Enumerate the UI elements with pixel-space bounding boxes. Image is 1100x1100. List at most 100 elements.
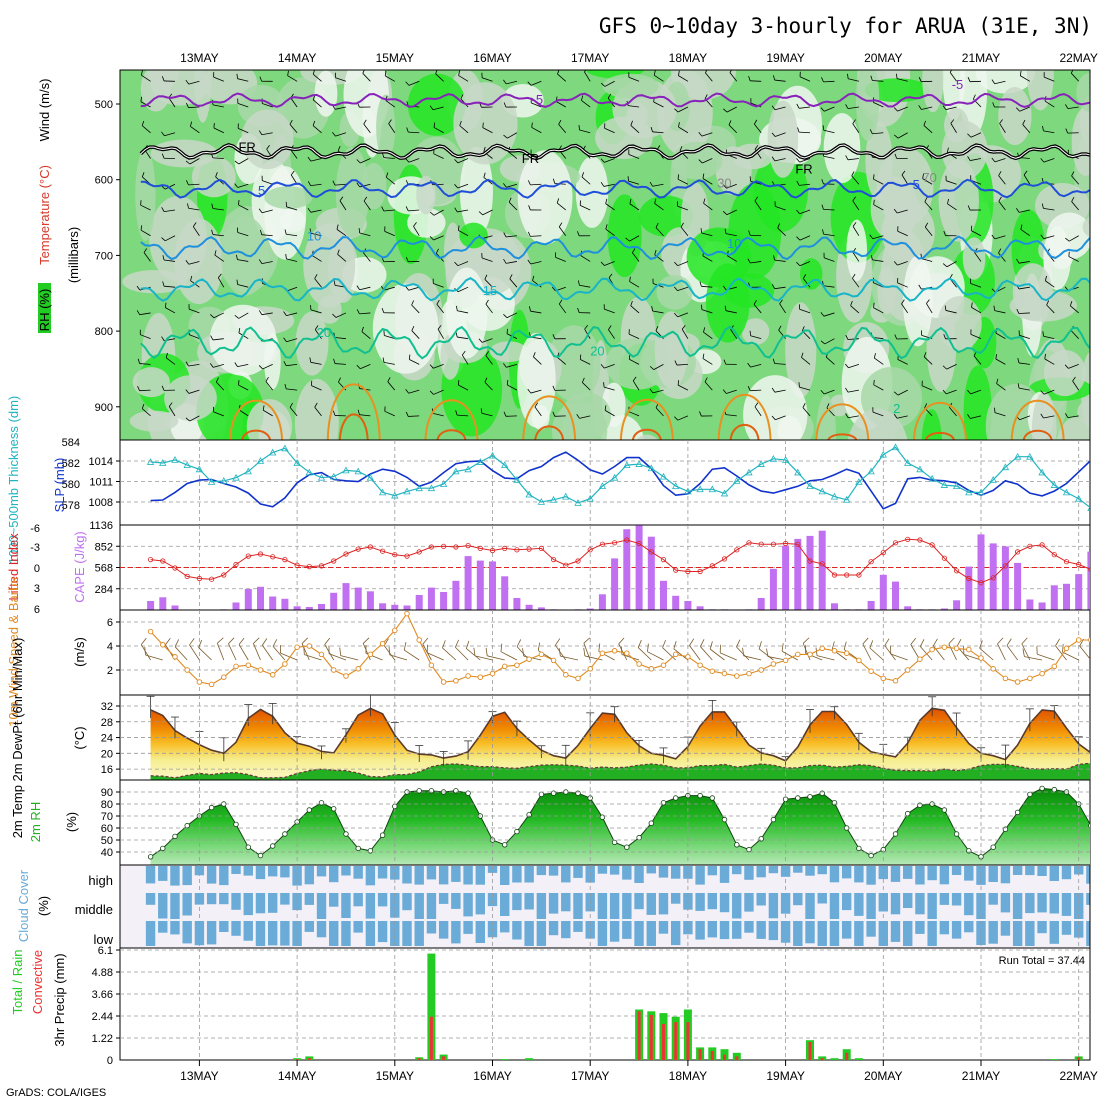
wind-barb xyxy=(408,131,420,134)
wind-barb-flag xyxy=(161,237,166,242)
wind-barb xyxy=(825,356,835,365)
cloud-cell xyxy=(329,893,339,907)
wind-speed-point xyxy=(172,654,178,660)
wind-barb xyxy=(312,73,322,82)
wind-barb xyxy=(850,305,860,314)
wind-barb-flag xyxy=(238,199,240,205)
wind-barb xyxy=(971,307,982,314)
lifted-index-point xyxy=(477,545,483,552)
rh-patch xyxy=(164,375,217,421)
cloud-cell xyxy=(829,893,840,919)
precip-total-bar xyxy=(500,1059,509,1060)
wind-barb xyxy=(847,389,859,393)
thickness-point xyxy=(830,492,839,500)
rh-patch xyxy=(209,304,277,376)
wind-barb-flag xyxy=(852,273,856,279)
cloud-cell xyxy=(377,866,388,879)
wind-barb-flag xyxy=(901,170,906,176)
wind-barb-flag xyxy=(918,77,922,82)
cape-bar xyxy=(989,543,997,610)
wind-barb-flag xyxy=(287,70,289,76)
wind-barb-flag xyxy=(753,119,758,125)
cloud-cell xyxy=(939,866,950,885)
rh-point xyxy=(379,832,386,838)
cloud-cell xyxy=(829,866,840,883)
ylabel-rh2m-units: (%) xyxy=(64,812,79,832)
cape-bar xyxy=(965,566,973,610)
contour-label: 2 xyxy=(893,401,900,416)
cloud-cell xyxy=(573,866,583,878)
wind-barb xyxy=(1046,304,1055,314)
wind-speed-point xyxy=(538,651,545,658)
wind-barb xyxy=(1045,280,1055,288)
wind-barb-flag xyxy=(217,637,224,644)
wind-barb xyxy=(334,337,346,340)
lifted-index-point xyxy=(416,549,422,555)
wind-speed-point xyxy=(1088,637,1090,643)
wind-barb-flag xyxy=(174,639,180,647)
wind-barb-flag xyxy=(485,647,488,656)
cloud-cell xyxy=(231,893,241,910)
wind-speed-point xyxy=(416,637,422,643)
wind-barb-flag xyxy=(161,385,165,391)
wind-barb xyxy=(168,97,176,108)
thickness-point xyxy=(928,474,936,482)
wind-barb-flag xyxy=(137,386,140,391)
wind-speed-point xyxy=(294,644,300,650)
cape-bar xyxy=(623,529,631,610)
wind-barb-flag xyxy=(729,70,732,73)
wind-barb-flag xyxy=(893,107,898,112)
wind-barb-flag xyxy=(422,637,429,645)
rh-point xyxy=(990,844,996,850)
lifted-index-point xyxy=(758,541,764,547)
wind-barb-flag xyxy=(457,380,460,386)
wind-barb xyxy=(334,363,346,365)
wind-barb-flag xyxy=(458,225,460,231)
contour-5 xyxy=(140,178,1090,199)
wind-barb xyxy=(632,252,640,262)
thickness-point xyxy=(146,458,155,465)
wind-barb-flag xyxy=(356,285,361,290)
cape-bar xyxy=(1087,551,1090,610)
wind-barb-flag xyxy=(796,236,801,241)
wind-barb-flag xyxy=(283,311,287,316)
cloud-cell xyxy=(866,866,876,885)
wind-barb xyxy=(1024,656,1043,661)
cloud-cell xyxy=(744,866,754,880)
wind-barb-flag xyxy=(192,222,197,227)
wind-barb-flag xyxy=(258,259,263,264)
wind-barb xyxy=(188,80,200,85)
rh-point xyxy=(892,831,899,837)
wind-barb-flag xyxy=(429,364,434,369)
y-tick-label: 2 xyxy=(107,665,113,677)
wind-barb-flag xyxy=(1095,353,1097,358)
precip-conv-bar xyxy=(710,1051,714,1060)
cloud-cell xyxy=(841,921,852,939)
wind-barb-flag xyxy=(161,153,165,159)
y-tick-label: 600 xyxy=(95,175,113,187)
thickness-point xyxy=(207,478,216,485)
wind-barb-flag xyxy=(893,391,899,396)
wind-barb-flag xyxy=(651,306,654,312)
wind-barb xyxy=(605,203,615,211)
wind-barb-flag xyxy=(403,642,407,651)
wind-barb xyxy=(340,655,359,661)
wind-barb xyxy=(799,235,811,241)
wind-barb xyxy=(637,647,652,661)
wind-barb-flag xyxy=(1071,197,1075,202)
wind-barb xyxy=(945,106,957,111)
lifted-index-point xyxy=(966,575,972,582)
cloud-cell xyxy=(890,921,901,942)
wind-barb xyxy=(873,101,884,108)
rh-point xyxy=(953,831,960,837)
wind-barb-flag xyxy=(604,405,607,411)
wind-barb-flag xyxy=(1065,128,1069,134)
wind-barb xyxy=(140,229,151,237)
wind-barb-flag xyxy=(608,325,612,330)
wind-barb-flag xyxy=(722,285,727,291)
wind-barb xyxy=(457,261,469,267)
date-label-top: 18MAY xyxy=(669,51,707,65)
rh-point xyxy=(160,845,166,852)
cloud-cell xyxy=(145,893,156,905)
rh-patch xyxy=(194,70,212,123)
